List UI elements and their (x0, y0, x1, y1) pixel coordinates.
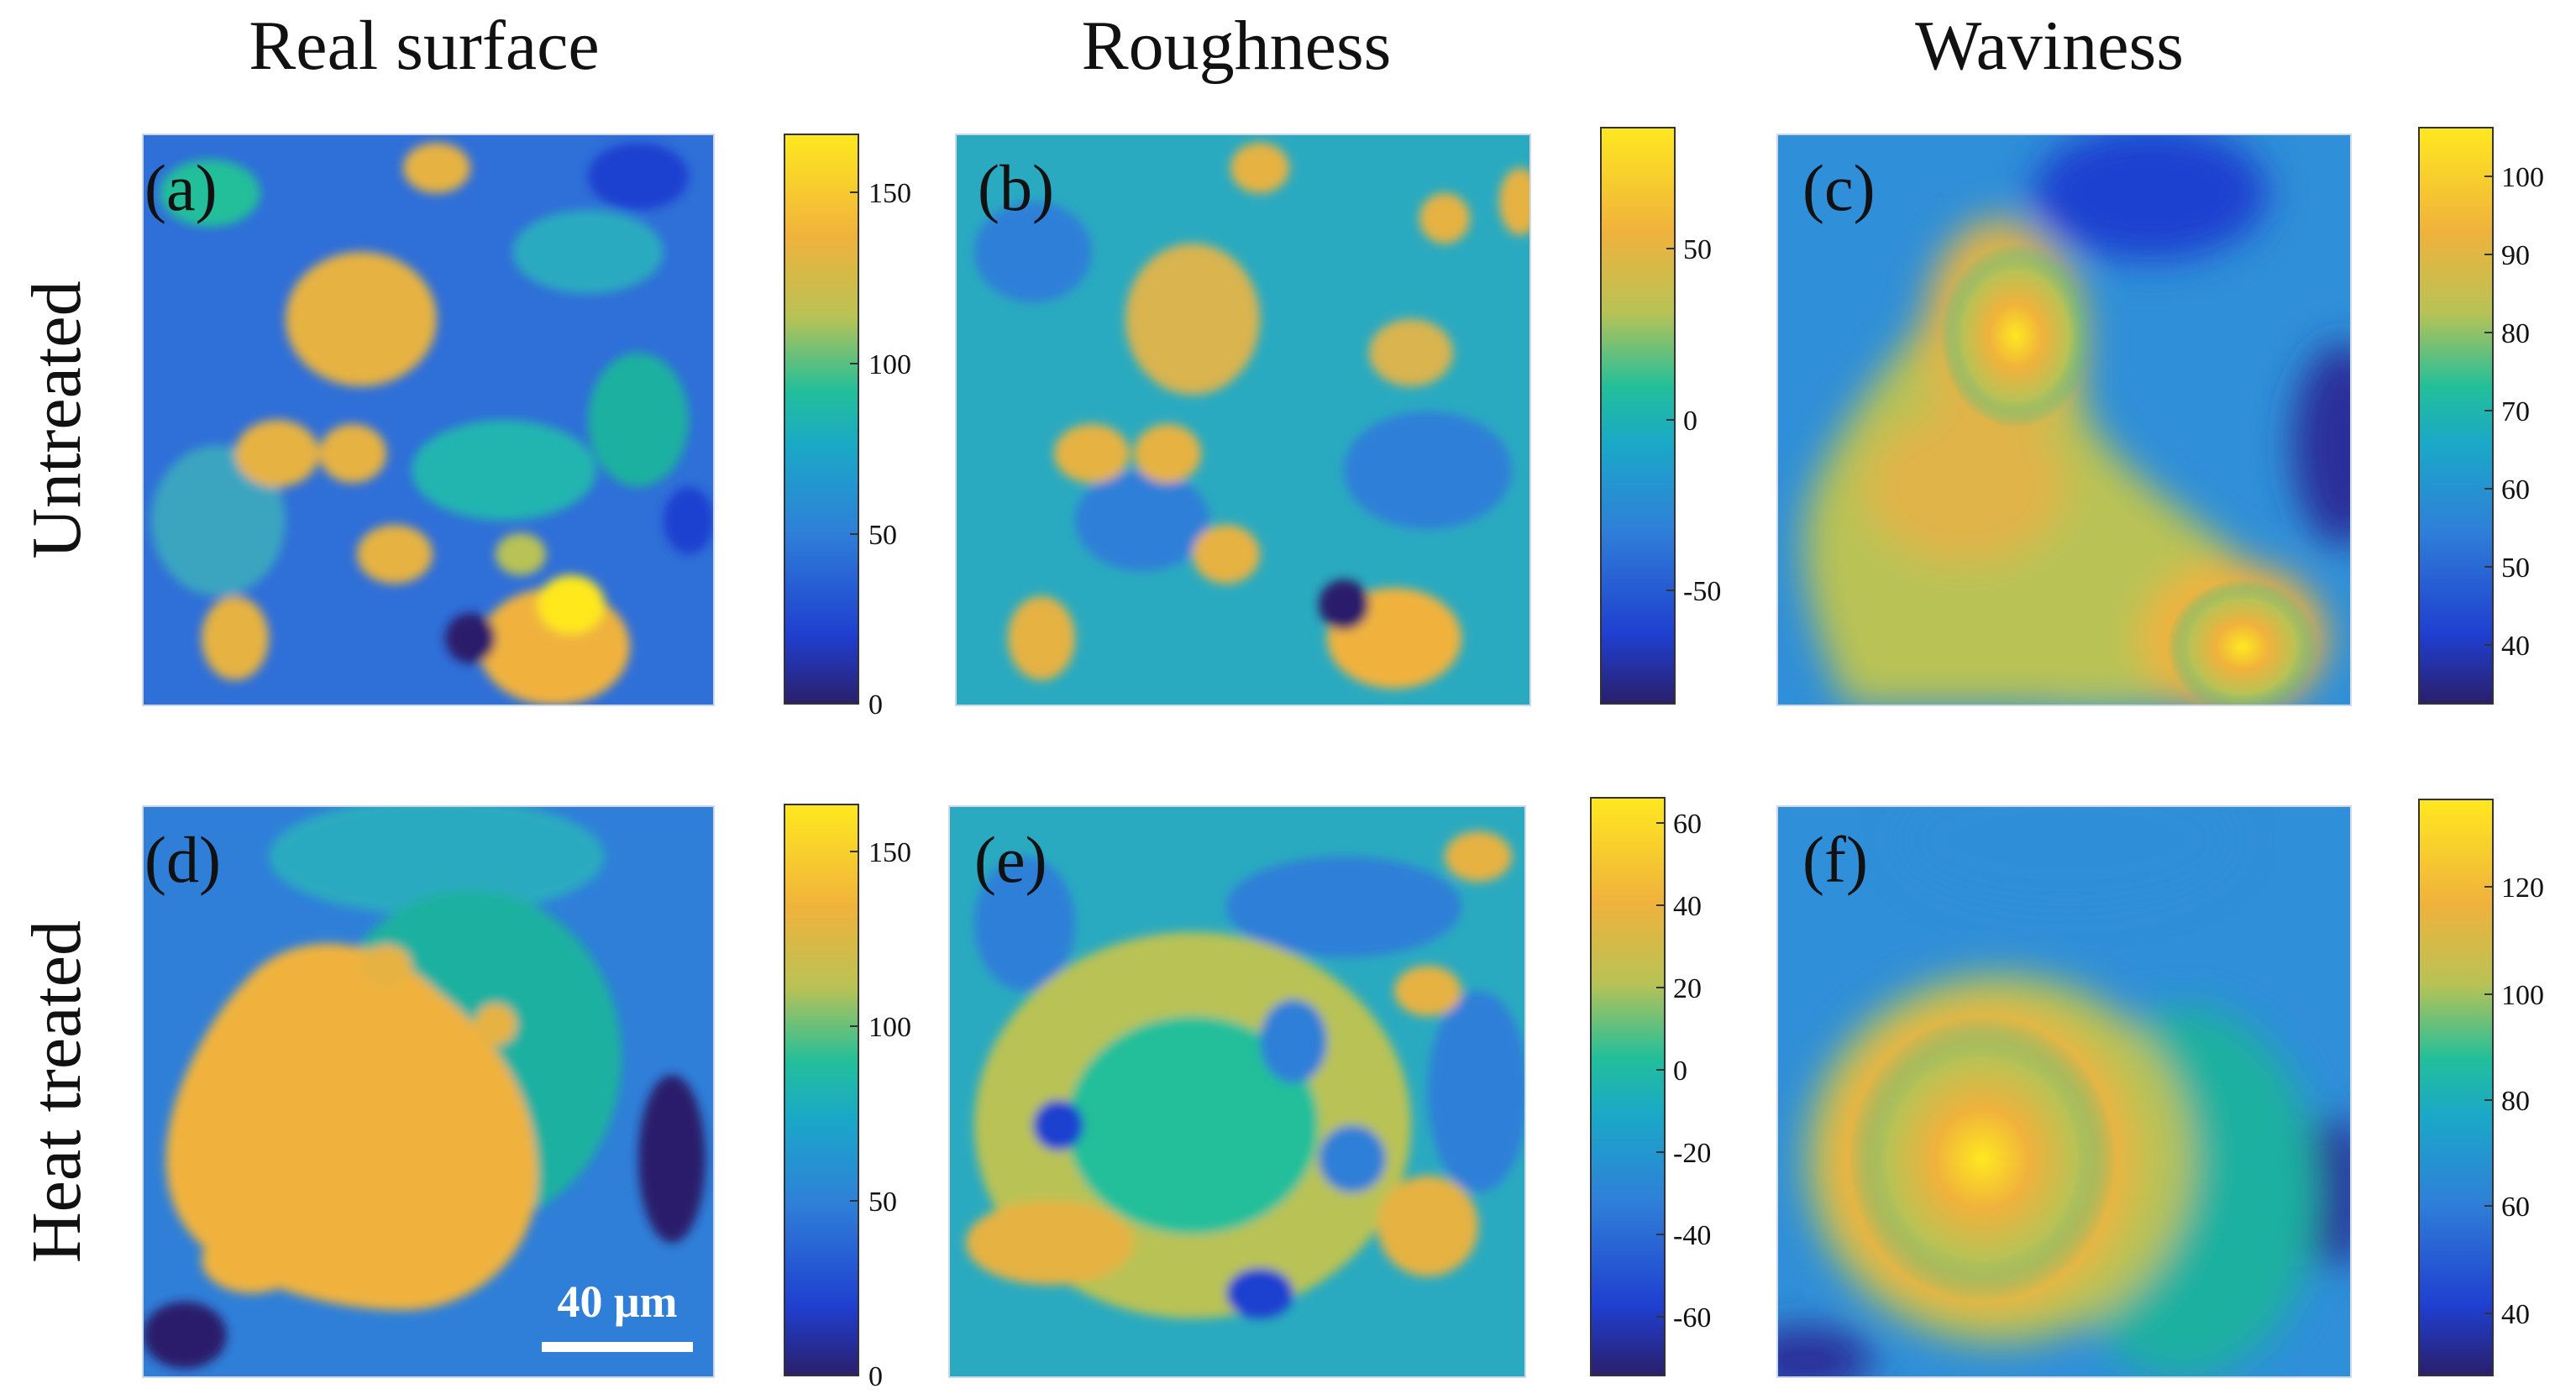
panel-b-map (956, 134, 1530, 705)
colorbar-tick-label: 80 (2501, 1086, 2530, 1117)
colorbar-f: 120 100 80 60 40 (2418, 799, 2544, 1376)
colorbar-tick-label: 90 (2501, 240, 2530, 271)
column-title-roughness: Roughness (1082, 7, 1392, 85)
colorbar-tick-label: 60 (1673, 809, 1702, 840)
colorbar-tick-label: -50 (1683, 576, 1721, 607)
panel-d-label: (d) (144, 823, 221, 896)
colorbar-b-bar (1600, 127, 1676, 705)
panel-d-map (143, 806, 714, 1377)
colorbar-tick-label: 0 (1683, 406, 1697, 437)
panel-d-border (142, 805, 715, 1378)
panel-a-border (142, 134, 715, 706)
colorbar-tick-label: 80 (2501, 318, 2530, 349)
colorbar-d-ticks: 150 100 50 0 (850, 837, 911, 1392)
colorbar-tick-label: -20 (1673, 1138, 1711, 1169)
colorbar-tick-label: -60 (1673, 1302, 1711, 1334)
colorbar-tick-label: -40 (1673, 1220, 1711, 1251)
colorbar-tick-label: 50 (868, 520, 897, 551)
colorbar-f-ticks: 120 100 80 60 40 (2484, 873, 2544, 1330)
colorbar-tick-label: 50 (1683, 234, 1712, 265)
colorbar-c: 100 90 80 70 60 50 40 (2418, 127, 2544, 705)
colorbar-a-ticks: 150 100 50 0 (850, 178, 911, 721)
colorbar-tick-label: 0 (868, 689, 883, 721)
column-title-waviness: Waviness (1915, 7, 2184, 85)
colorbar-d: 150 100 50 0 (784, 804, 911, 1392)
panel-f-map (1777, 806, 2351, 1377)
panel-e-label: (e) (974, 823, 1047, 896)
colorbar-tick-label: 150 (868, 837, 911, 868)
colorbar-tick-label: 120 (2501, 873, 2544, 904)
colorbar-tick-label: 100 (2501, 980, 2544, 1011)
panel-f-label: (f) (1802, 823, 1868, 896)
colorbar-tick-label: 70 (2501, 396, 2530, 427)
colorbar-tick-label: 40 (2501, 631, 2530, 662)
panel-e-map (949, 806, 1525, 1377)
colorbar-b: 50 0 -50 (1600, 127, 1721, 705)
colorbar-a: 150 100 50 0 (784, 134, 911, 721)
panel-e-border (948, 805, 1526, 1378)
panel-b-label: (b) (978, 151, 1054, 224)
column-title-real-surface: Real surface (249, 7, 599, 85)
colorbar-tick-label: 40 (1673, 891, 1702, 922)
colorbar-e: 60 40 20 0 -20 -40 -60 (1590, 797, 1711, 1376)
colorbar-tick-label: 100 (868, 1012, 911, 1043)
colorbar-tick-label: 100 (868, 349, 911, 380)
colorbar-tick-label: 50 (2501, 553, 2530, 584)
colorbar-tick-label: 150 (868, 178, 911, 209)
colorbar-tick-label: 60 (2501, 1192, 2530, 1223)
colorbar-tick-label: 100 (2501, 162, 2544, 193)
colorbar-b-ticks: 50 0 -50 (1666, 234, 1721, 607)
colorbar-f-bar (2418, 799, 2494, 1376)
colorbar-tick-label: 20 (1673, 973, 1702, 1004)
colorbar-e-ticks: 60 40 20 0 -20 -40 -60 (1656, 809, 1711, 1334)
panel-b-border (955, 134, 1531, 706)
colorbar-tick-label: 40 (2501, 1299, 2530, 1330)
panel-c-border (1776, 134, 2352, 706)
colorbar-d-bar (784, 804, 859, 1376)
colorbar-tick-label: 60 (2501, 474, 2530, 506)
panel-a-map (143, 134, 714, 705)
colorbar-tick-label: 0 (1673, 1056, 1687, 1087)
row-title-untreated: Untreated (18, 280, 96, 558)
row-title-heat-treated: Heat treated (18, 920, 96, 1263)
scale-bar (542, 1342, 693, 1352)
colorbar-c-ticks: 100 90 80 70 60 50 40 (2484, 162, 2544, 662)
colorbar-c-bar (2418, 127, 2494, 705)
panel-a-label: (a) (144, 151, 218, 224)
colorbar-tick-label: 0 (868, 1361, 883, 1392)
colorbar-e-bar (1590, 797, 1666, 1376)
colorbar-tick-label: 50 (868, 1187, 897, 1218)
colorbar-a-bar (784, 134, 859, 705)
scale-bar-label: 40 μm (557, 1276, 677, 1327)
panel-f-border (1776, 805, 2352, 1378)
panel-c-label: (c) (1802, 151, 1876, 224)
panel-c-map (1777, 134, 2351, 705)
